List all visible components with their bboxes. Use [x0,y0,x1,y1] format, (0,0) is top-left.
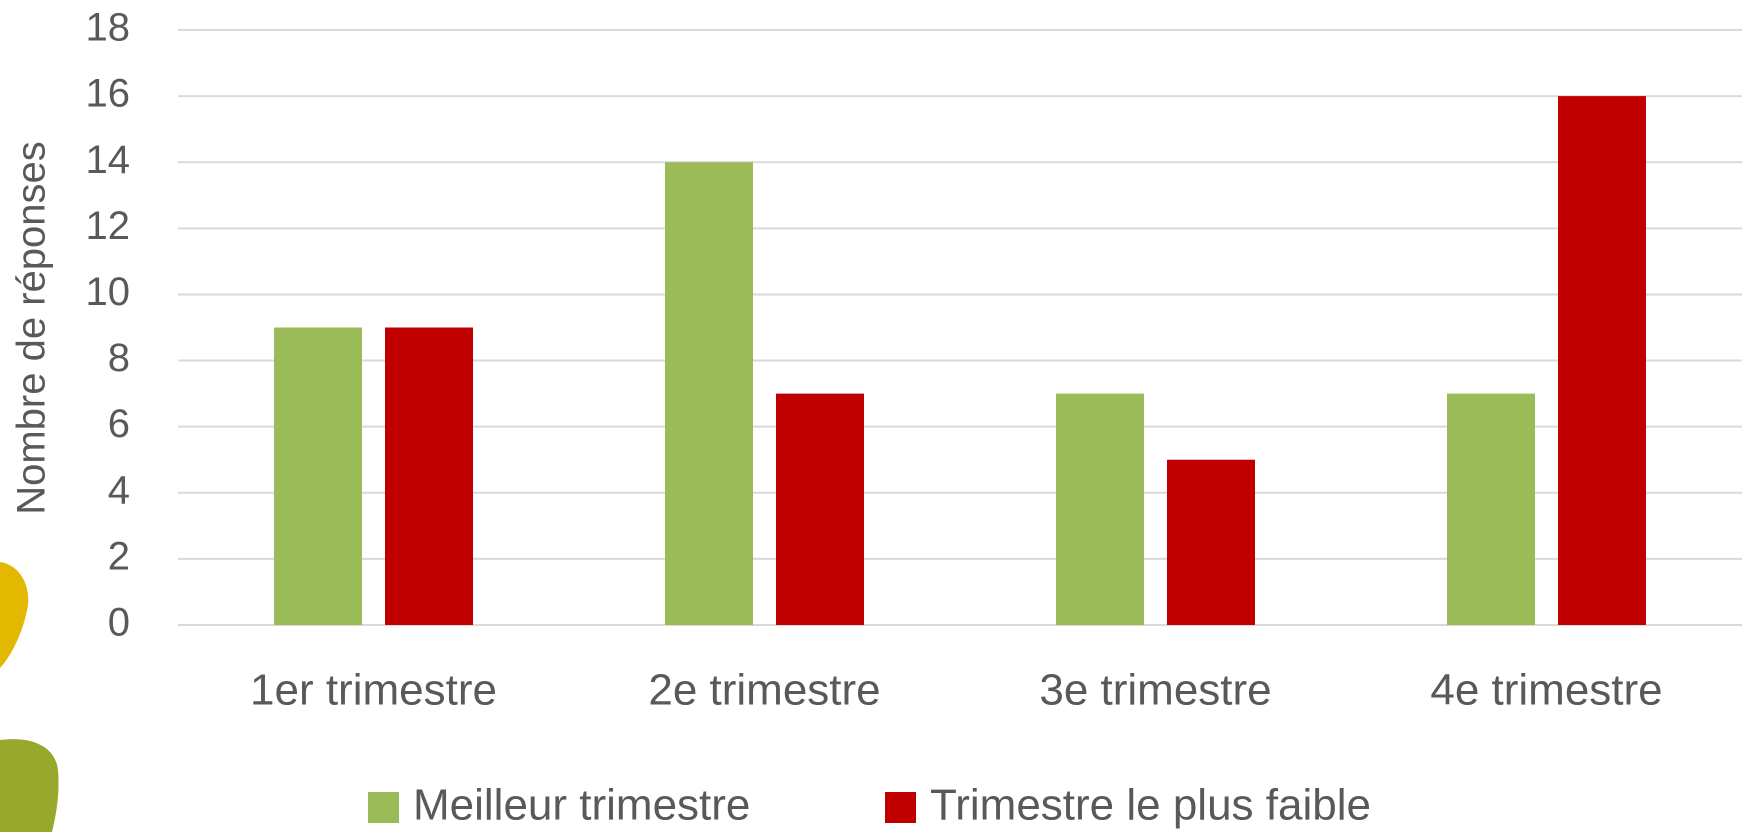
bar [1447,394,1535,625]
legend-label: Trimestre le plus faible [930,781,1371,830]
y-tick-label: 14 [86,138,131,182]
y-tick-label: 10 [86,270,131,314]
decor-yellow [0,562,28,668]
bar [1167,460,1255,625]
bar [385,328,473,626]
y-tick-label: 16 [86,72,131,116]
chart: Nombre de réponses 0 2 4 6 8 10 12 14 16 18 1er tr… [0,0,1742,832]
bar [1558,96,1646,625]
x-tick-label: 1er trimestre [250,666,497,715]
bar [1056,394,1144,625]
decor-olive [0,739,59,832]
y-axis-title: Nombre de réponses [10,141,54,515]
y-tick-label: 0 [108,601,130,645]
legend-label: Meilleur trimestre [413,781,750,830]
bar [274,328,362,626]
x-tick-label: 2e trimestre [648,666,880,715]
bar [776,394,864,625]
y-tick-label: 2 [108,534,130,578]
x-tick-label: 4e trimestre [1430,666,1662,715]
y-tick-label: 8 [108,336,130,380]
y-tick-label: 4 [108,468,130,512]
bar [665,162,753,625]
y-tick-label: 6 [108,402,130,446]
y-tick-label: 18 [86,6,131,50]
y-tick-label: 12 [86,204,131,248]
legend-swatch [368,792,399,823]
x-tick-label: 3e trimestre [1039,666,1271,715]
legend-swatch [885,792,916,823]
